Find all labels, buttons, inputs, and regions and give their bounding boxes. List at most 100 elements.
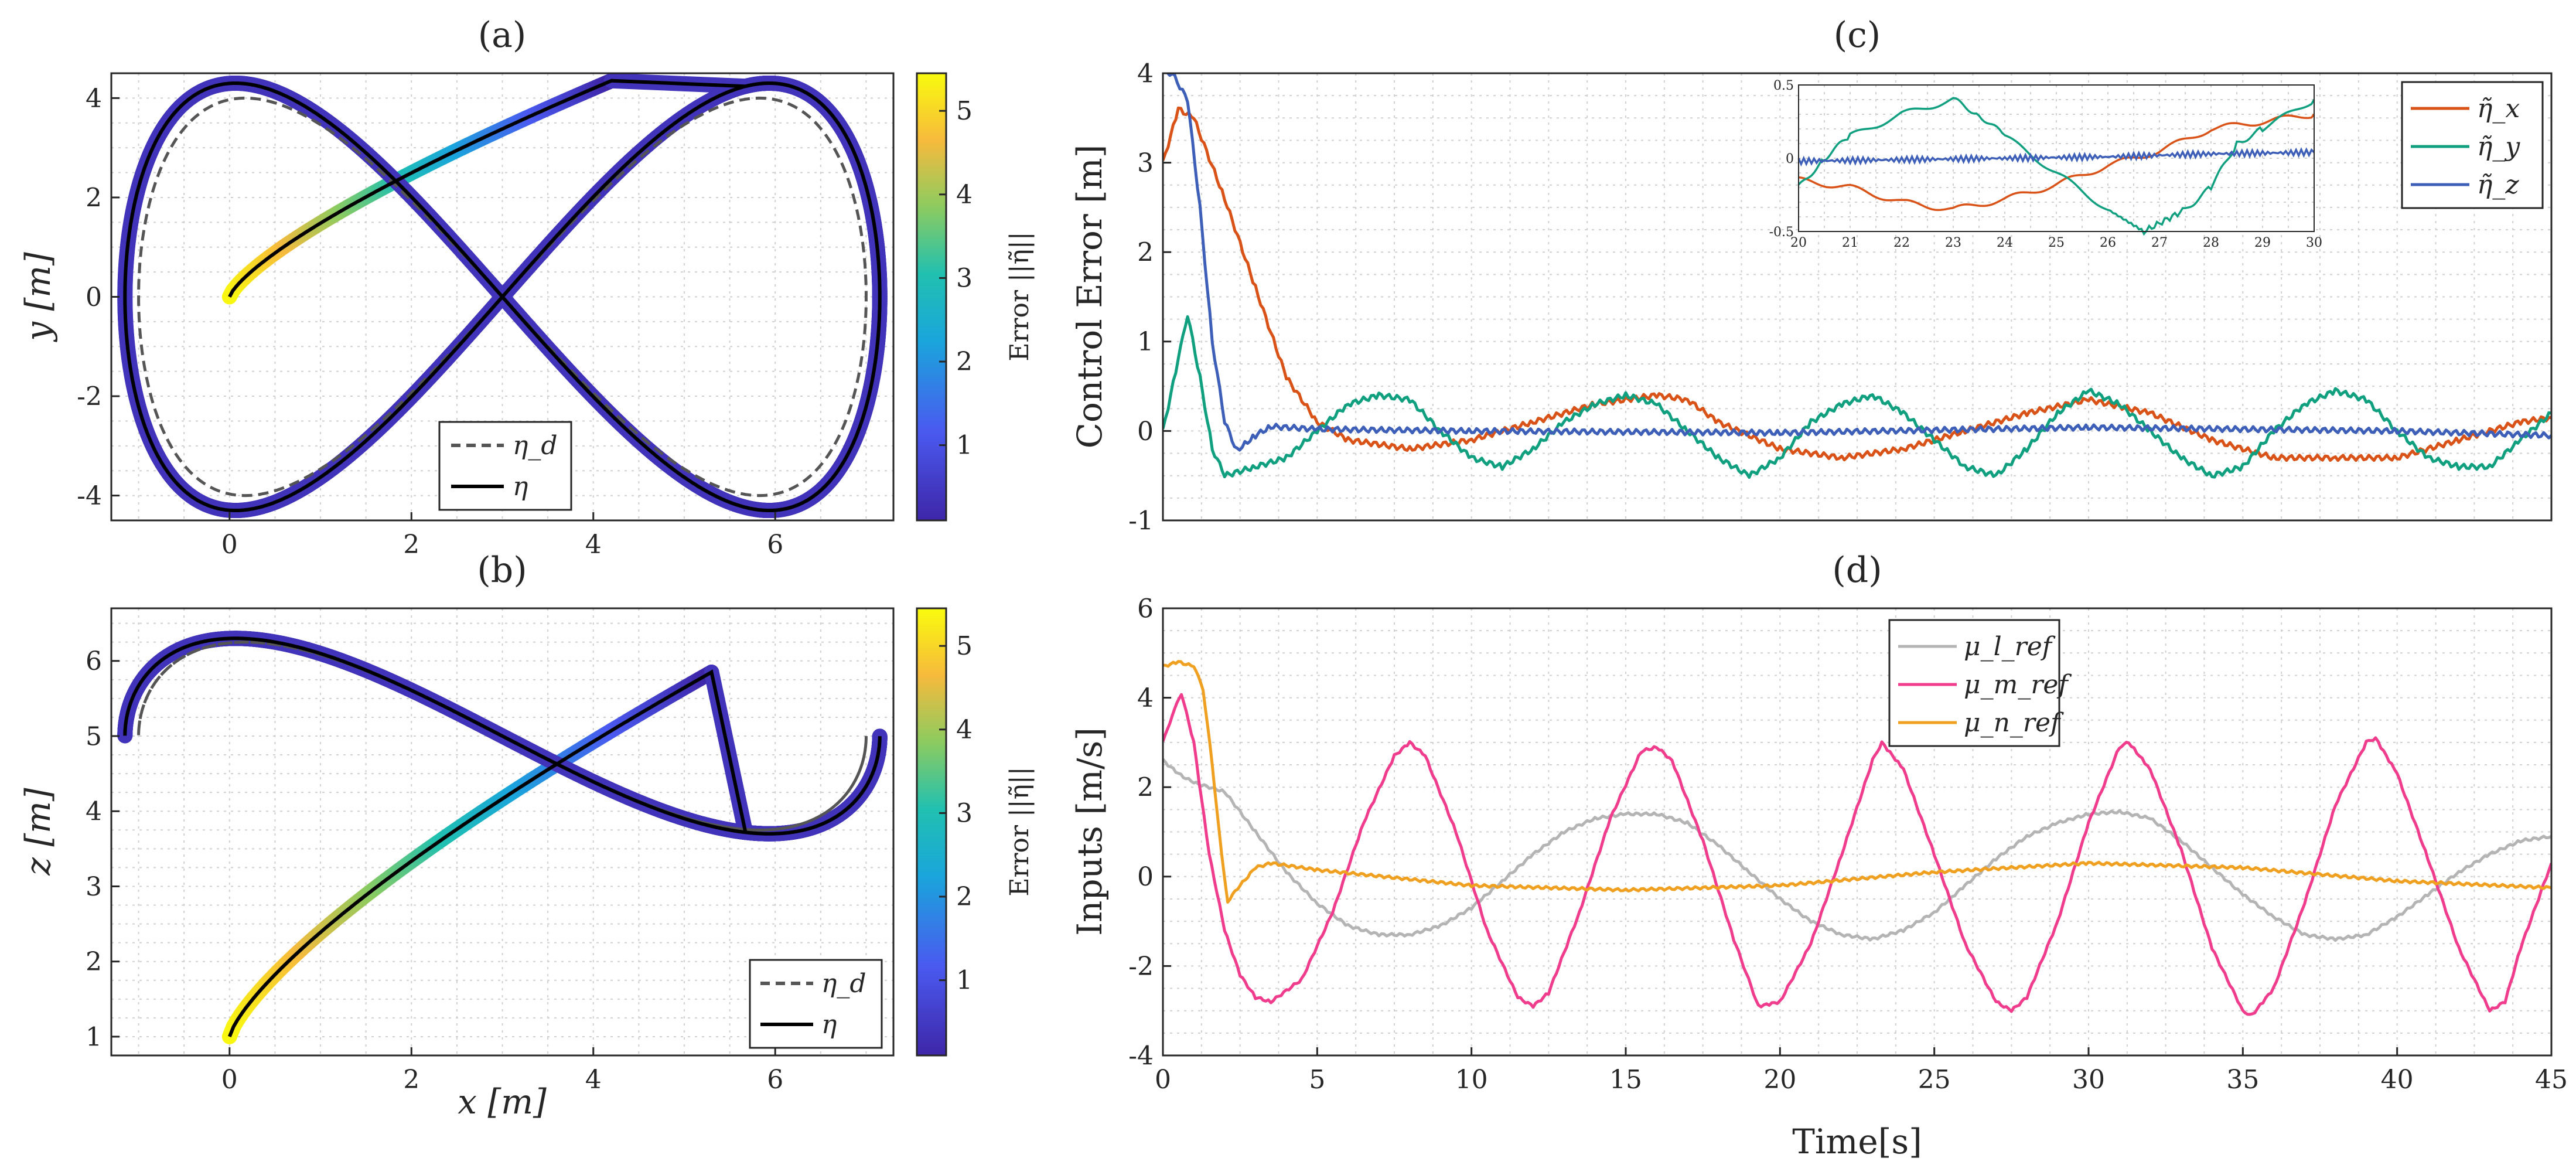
colorbar-tick-label: 4 [956, 715, 973, 745]
y-tick-label: -4 [1128, 1041, 1154, 1071]
y-tick-label: 2 [1137, 773, 1154, 803]
y-tick-label: 4 [86, 797, 102, 827]
inset-x-tick-label: 27 [2151, 236, 2168, 250]
panel-a-legend: η_d η [439, 422, 571, 510]
panel-b-legend: η_d η [750, 960, 882, 1048]
panel-b-ticks: 0 2 4 6 1 2 3 4 5 6 [86, 646, 783, 1095]
inset-x-tick-label: 25 [2048, 236, 2065, 250]
colorbar-tick-label: 2 [956, 882, 973, 912]
panel-b-ylabel: z [m] [18, 788, 58, 876]
legend-b-entry-2: η [821, 1010, 837, 1040]
y-tick-label: 0 [86, 282, 102, 312]
legend-c-entry-2: η̃_y [2477, 132, 2520, 162]
legend-d-entry-2: μ_m_ref [1964, 670, 2072, 700]
panel-d-ylabel: Inputs [m/s] [1070, 727, 1110, 936]
colorbar-tick-label: 3 [956, 263, 973, 293]
x-tick-label: 25 [1918, 1065, 1951, 1095]
inset-y-tick-label: 0.5 [1773, 79, 1794, 93]
legend-d-entry-3: μ_n_ref [1964, 708, 2064, 738]
x-tick-label: 5 [1309, 1065, 1325, 1095]
panel-d-title: (d) [1832, 550, 1882, 591]
legend-a-entry-2: η [513, 472, 528, 502]
y-tick-label: 4 [1137, 683, 1154, 713]
legend-a-entry-1: η_d [513, 431, 558, 461]
y-tick-label: 2 [86, 183, 102, 213]
inset-x-tick-label: 29 [2254, 236, 2271, 250]
y-tick-label: -2 [77, 382, 102, 411]
panel-a-colorbar-label: Error ||η̃|| [1005, 231, 1035, 361]
x-tick-label: 4 [585, 1065, 602, 1095]
panel-d-legend: μ_l_ref μ_m_ref μ_n_ref [1889, 620, 2072, 746]
panel-d: (d) 0 5 10 15 20 25 30 35 40 45 -4 -2 0 2 4 6 Inputs [m… [1070, 550, 2568, 1162]
x-tick-label: 10 [1455, 1065, 1488, 1095]
inset-x-tick-label: 30 [2306, 236, 2322, 250]
x-tick-label: 40 [2381, 1065, 2414, 1095]
x-tick-label: 35 [2226, 1065, 2259, 1095]
panel-c-ylabel: Control Error [m] [1070, 145, 1110, 449]
y-tick-label: -2 [1128, 952, 1154, 982]
colorbar-tick-label: 2 [956, 347, 973, 377]
y-tick-label: -4 [77, 481, 102, 511]
y-tick-label: 6 [86, 646, 102, 676]
panel-d-grid [1163, 608, 2551, 1055]
inset-x-tick-label: 26 [2100, 236, 2116, 250]
colorbar-tick-label: 4 [956, 180, 973, 210]
x-tick-label: 15 [1609, 1065, 1642, 1095]
panel-b-colorbar: 1 2 3 4 5 Error ||η̃|| [917, 608, 1035, 1055]
legend-c-entry-3: η̃_z [2477, 170, 2519, 200]
x-tick-label: 0 [221, 530, 238, 560]
y-tick-label: 5 [86, 721, 102, 751]
colorbar-tick-label: 5 [956, 631, 973, 661]
panel-b: (b) 0 2 4 6 1 2 3 4 5 6 z [m] x [m] η_d η 1 2 3 4 5 E… [18, 550, 1035, 1122]
x-tick-label: 6 [767, 530, 783, 560]
inset-y-tick-label: -0.5 [1769, 225, 1794, 240]
y-tick-label: -1 [1128, 506, 1154, 536]
panel-a-title: (a) [478, 15, 527, 56]
panel-a-ylabel: y [m] [18, 252, 58, 343]
panel-a-colorbar: 1 2 3 4 5 Error ||η̃|| [917, 73, 1035, 520]
y-tick-label: 1 [86, 1022, 102, 1052]
colorbar-tick-label: 3 [956, 798, 973, 828]
y-tick-label: 3 [1137, 148, 1154, 178]
panel-d-xlabel: Time[s] [1792, 1122, 1922, 1162]
x-tick-label: 0 [1155, 1065, 1171, 1095]
panel-b-colorbar-label: Error ||η̃|| [1005, 767, 1035, 896]
panel-b-xlabel: x [m] [458, 1082, 547, 1122]
y-tick-label: 2 [1137, 238, 1154, 268]
colorbar-tick-label: 5 [956, 96, 973, 126]
y-tick-label: 6 [1137, 594, 1154, 624]
x-tick-label: 2 [403, 530, 419, 560]
y-tick-label: 1 [1137, 327, 1154, 357]
x-tick-label: 6 [767, 1065, 783, 1095]
legend-b-entry-1: η_d [821, 969, 866, 999]
x-tick-label: 2 [403, 1065, 419, 1095]
legend-c-entry-1: η̃_x [2477, 94, 2520, 124]
x-tick-label: 4 [585, 530, 602, 560]
panel-d-ticks: 0 5 10 15 20 25 30 35 40 45 -4 -2 0 2 4 6 [1128, 594, 2568, 1095]
x-tick-label: 30 [2072, 1065, 2105, 1095]
panel-c-title: (c) [1834, 15, 1881, 56]
y-tick-label: 4 [86, 84, 102, 114]
inset-y-tick-label: 0 [1786, 152, 1794, 166]
inset-x-tick-label: 28 [2203, 236, 2219, 250]
inset-x-tick-label: 23 [1945, 236, 1961, 250]
x-tick-label: 45 [2535, 1065, 2568, 1095]
panel-a: (a) 0 2 4 6 -4 -2 0 2 4 y [m] η_d η 1 2 3 4 5 Error … [18, 15, 1035, 560]
inset-x-tick-label: 21 [1842, 236, 1858, 250]
y-tick-label: 0 [1137, 417, 1154, 447]
y-tick-label: 3 [86, 872, 102, 902]
inset-x-tick-label: 24 [1997, 236, 2013, 250]
y-tick-label: 2 [86, 947, 102, 977]
x-tick-label: 0 [221, 1065, 238, 1095]
y-tick-label: 0 [1137, 862, 1154, 892]
panel-c-legend: η̃_x η̃_y η̃_z [2402, 82, 2543, 208]
colorbar-tick-label: 1 [956, 431, 973, 461]
inset-x-tick-label: 22 [1893, 236, 1910, 250]
colorbar-tick-label: 1 [956, 966, 973, 996]
y-tick-label: 4 [1137, 59, 1154, 88]
legend-d-entry-1: μ_l_ref [1964, 632, 2056, 662]
x-tick-label: 20 [1763, 1065, 1796, 1095]
panel-b-title: (b) [477, 550, 527, 591]
